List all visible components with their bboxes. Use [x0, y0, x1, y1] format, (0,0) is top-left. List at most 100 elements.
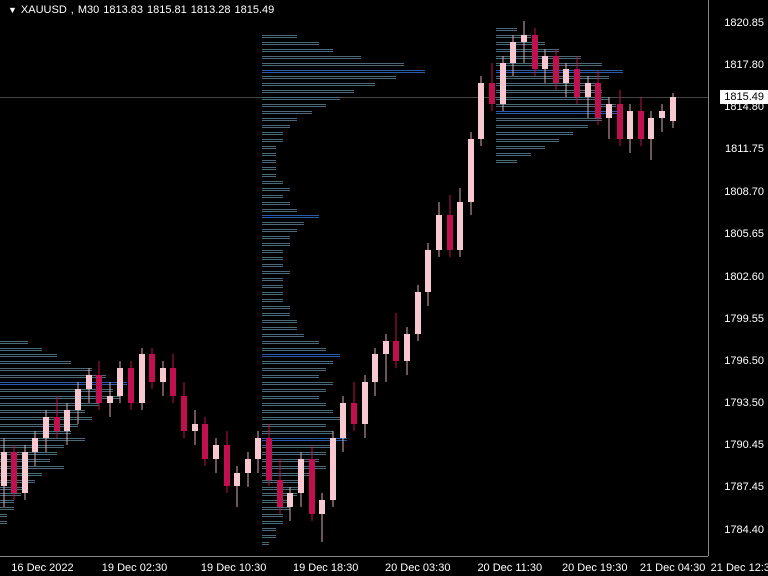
candle[interactable]	[64, 403, 70, 445]
candle[interactable]	[117, 361, 123, 403]
candle[interactable]	[277, 459, 283, 515]
candle-body	[468, 139, 474, 202]
candle[interactable]	[319, 493, 325, 542]
candle[interactable]	[415, 285, 421, 341]
volume-profile-row	[262, 146, 276, 147]
volume-profile-row	[262, 83, 375, 84]
candle[interactable]	[86, 368, 92, 403]
candle[interactable]	[436, 202, 442, 258]
candle[interactable]	[670, 93, 676, 128]
candle[interactable]	[447, 195, 453, 258]
candle[interactable]	[128, 361, 134, 410]
volume-profile-row	[262, 294, 283, 295]
candle[interactable]	[532, 28, 538, 77]
candle[interactable]	[96, 361, 102, 410]
chart-container[interactable]: ▼ XAUUSD,M30 1813.83 1815.81 1813.28 181…	[0, 0, 768, 576]
candle[interactable]	[298, 452, 304, 508]
volume-profile-row	[262, 211, 297, 212]
candle-body	[96, 375, 102, 403]
candle[interactable]	[224, 431, 230, 494]
candle-body	[362, 382, 368, 424]
candle[interactable]	[383, 334, 389, 383]
candle[interactable]	[11, 445, 17, 501]
candle-body	[255, 438, 261, 459]
candle[interactable]	[255, 431, 261, 473]
dropdown-arrow-icon[interactable]: ▼	[8, 5, 17, 15]
candle[interactable]	[510, 35, 516, 77]
volume-profile-poc	[496, 113, 623, 114]
candle[interactable]	[362, 375, 368, 438]
candle[interactable]	[489, 63, 495, 112]
candle[interactable]	[32, 431, 38, 466]
candle[interactable]	[500, 56, 506, 112]
candle-body	[638, 111, 644, 139]
candle[interactable]	[393, 313, 399, 369]
volume-profile-row	[262, 35, 297, 36]
candle[interactable]	[404, 327, 410, 376]
candle[interactable]	[659, 104, 665, 132]
candle[interactable]	[563, 63, 569, 98]
candle-body	[659, 111, 665, 118]
x-axis-label: 20 Dec 19:30	[562, 562, 627, 574]
volume-profile-row	[262, 162, 276, 163]
candle[interactable]	[266, 424, 272, 487]
candle[interactable]	[553, 49, 559, 91]
candle[interactable]	[245, 452, 251, 487]
candle[interactable]	[521, 21, 527, 63]
candle[interactable]	[606, 97, 612, 139]
volume-profile-row	[262, 76, 397, 77]
candle[interactable]	[192, 410, 198, 445]
volume-profile-row	[0, 370, 92, 371]
candle[interactable]	[149, 348, 155, 390]
candle[interactable]	[139, 348, 145, 411]
candle-body	[574, 69, 580, 97]
candle[interactable]	[287, 487, 293, 522]
candle[interactable]	[478, 76, 484, 146]
candle[interactable]	[43, 410, 49, 452]
candle[interactable]	[617, 90, 623, 146]
candle[interactable]	[330, 431, 336, 507]
volume-profile-row	[262, 271, 290, 272]
candle[interactable]	[1, 438, 7, 508]
candle[interactable]	[340, 396, 346, 452]
candle[interactable]	[202, 417, 208, 466]
candle[interactable]	[372, 348, 378, 397]
candle[interactable]	[170, 354, 176, 403]
volume-profile-row	[0, 468, 64, 469]
candle[interactable]	[213, 438, 219, 473]
candle[interactable]	[425, 243, 431, 306]
ohlc-low: 1813.28	[191, 4, 231, 16]
candle[interactable]	[638, 97, 644, 146]
candle[interactable]	[54, 396, 60, 438]
candle[interactable]	[542, 49, 548, 84]
candle[interactable]	[595, 70, 601, 126]
candle[interactable]	[75, 382, 81, 424]
candle[interactable]	[234, 466, 240, 508]
candle-body	[340, 403, 346, 438]
candle-body	[139, 354, 145, 403]
candle[interactable]	[22, 445, 28, 501]
candle[interactable]	[160, 361, 166, 396]
volume-profile-row	[262, 127, 290, 128]
candle[interactable]	[107, 382, 113, 417]
candle[interactable]	[181, 382, 187, 438]
volume-profile-row	[0, 523, 7, 524]
volume-profile-row	[262, 447, 333, 448]
volume-profile-row	[262, 176, 276, 177]
candle[interactable]	[585, 76, 591, 118]
candle[interactable]	[468, 132, 474, 215]
volume-profile-row	[496, 148, 546, 149]
candle-body	[266, 438, 272, 480]
volume-profile-row	[496, 146, 546, 147]
candle-body	[117, 368, 123, 396]
candle[interactable]	[648, 111, 654, 160]
candle[interactable]	[309, 445, 315, 521]
candle-body	[670, 97, 676, 121]
candle-body	[648, 118, 654, 139]
chart-plot-area[interactable]	[0, 0, 708, 556]
candle[interactable]	[457, 188, 463, 258]
candle-body	[181, 396, 187, 431]
candle[interactable]	[627, 104, 633, 153]
candle[interactable]	[574, 56, 580, 105]
candle[interactable]	[351, 382, 357, 431]
